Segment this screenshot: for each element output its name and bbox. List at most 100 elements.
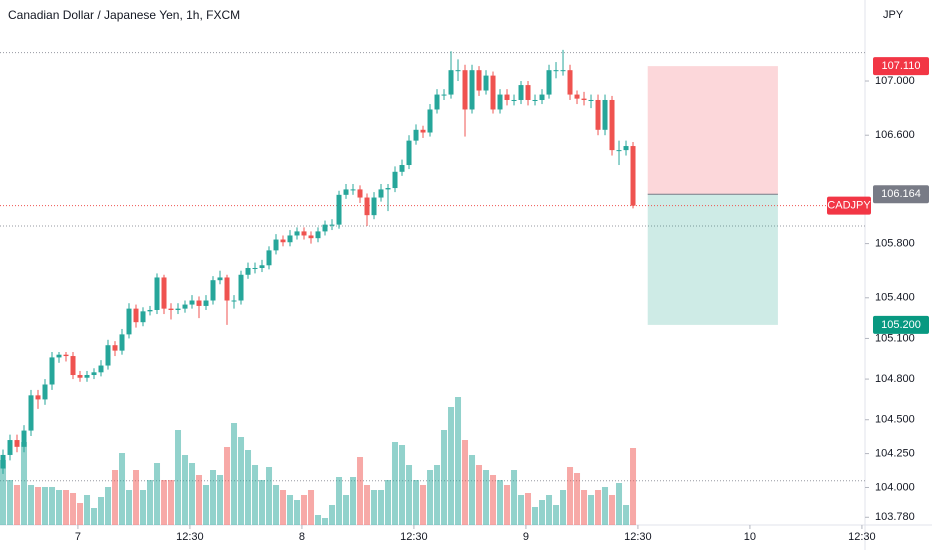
y-tick-label: 104.000 — [875, 481, 915, 493]
volume-bar — [497, 480, 504, 525]
candle-body — [441, 94, 447, 96]
candle-body — [7, 440, 13, 455]
x-tick-label: 12:30 — [624, 531, 652, 543]
volume-bar — [539, 500, 546, 525]
volume-bar — [462, 440, 469, 525]
volume-bar — [259, 480, 266, 525]
volume-bar — [350, 477, 357, 525]
x-tick-label: 8 — [299, 531, 305, 543]
volume-bar — [7, 480, 14, 525]
candle-body — [322, 224, 328, 232]
price-tag-label: 107.110 — [882, 60, 921, 72]
volume-bar — [168, 480, 175, 525]
volume-bar — [119, 453, 126, 525]
candle-body — [189, 300, 195, 305]
volume-bar — [602, 487, 609, 525]
candle-body — [273, 239, 279, 251]
candle-body — [105, 345, 111, 366]
candle-body — [294, 231, 300, 236]
volume-bar — [504, 485, 511, 525]
volume-bar — [399, 445, 406, 525]
candle-body — [392, 171, 398, 189]
volume-bar — [266, 467, 273, 525]
volume-bar — [329, 505, 336, 525]
volume-bar — [322, 518, 329, 525]
volume-bar — [385, 480, 392, 525]
y-tick-label: 104.500 — [875, 414, 915, 426]
candle-body — [266, 250, 272, 266]
symbol-tag — [827, 196, 871, 215]
volume-bar — [224, 447, 231, 525]
candle-body — [98, 365, 104, 373]
volume-bar — [560, 490, 567, 525]
candle-body — [245, 267, 251, 275]
candle-body — [455, 70, 461, 72]
candle-body — [385, 188, 391, 190]
volume-bar — [217, 475, 224, 525]
candle-body — [448, 70, 454, 95]
candle-body — [175, 308, 181, 310]
candle-body — [203, 300, 209, 306]
x-tick-label: 7 — [75, 531, 81, 543]
candle-body — [280, 239, 286, 243]
volume-bar — [203, 485, 210, 525]
candle-body — [539, 94, 545, 100]
volume-bar — [588, 495, 595, 525]
target-zone — [647, 194, 778, 325]
candle-body — [525, 85, 531, 100]
candle-body — [147, 309, 153, 312]
currency-label: JPY — [883, 9, 904, 21]
candle-body — [497, 94, 503, 110]
volume-bar — [28, 485, 35, 525]
volume-bar — [532, 507, 539, 525]
candle-body — [595, 99, 601, 130]
candle-body — [28, 395, 34, 431]
volume-bar — [469, 455, 476, 525]
volume-bar — [595, 490, 602, 525]
candle-body — [259, 265, 265, 268]
candle-body — [462, 70, 468, 110]
background-layer — [0, 52, 865, 482]
candle-body — [413, 129, 419, 141]
candle-body — [364, 197, 370, 216]
volume-bar — [182, 455, 189, 525]
candle-body — [434, 94, 440, 110]
candle-body — [119, 334, 125, 351]
candle-body — [483, 75, 489, 91]
candle-body — [609, 99, 615, 151]
volume-bar — [406, 465, 413, 525]
price-tag — [873, 185, 929, 204]
volume-bar — [56, 490, 63, 525]
candle-body — [378, 189, 384, 198]
candle-body — [84, 375, 90, 378]
candle-body — [427, 109, 433, 133]
candle-body — [217, 277, 223, 281]
volume-bar — [623, 505, 630, 525]
candle-body — [532, 99, 538, 101]
candle-body — [133, 308, 139, 323]
volume-bar — [490, 475, 497, 525]
volume-bar — [301, 495, 308, 525]
volume-bar — [343, 495, 350, 525]
candle-body — [546, 70, 552, 95]
volume-bar — [112, 470, 119, 525]
volume-bar — [378, 490, 385, 525]
volume-bar — [392, 442, 399, 525]
candle-body — [35, 395, 41, 400]
volume-bar — [364, 485, 371, 525]
candle-body — [490, 75, 496, 110]
volume-bar — [581, 490, 588, 525]
candle-body — [567, 70, 573, 95]
candle-body — [301, 231, 307, 236]
volume-bar — [70, 493, 77, 525]
candle-body — [154, 277, 160, 310]
candle-layer — [0, 49, 636, 474]
volume-bar — [357, 457, 364, 525]
volume-bar — [84, 495, 91, 525]
volume-bar — [434, 465, 441, 525]
candle-body — [210, 280, 216, 301]
candle-body — [14, 440, 20, 447]
volume-bar — [455, 397, 462, 525]
volume-bar — [294, 500, 301, 525]
candle-body — [420, 129, 426, 133]
